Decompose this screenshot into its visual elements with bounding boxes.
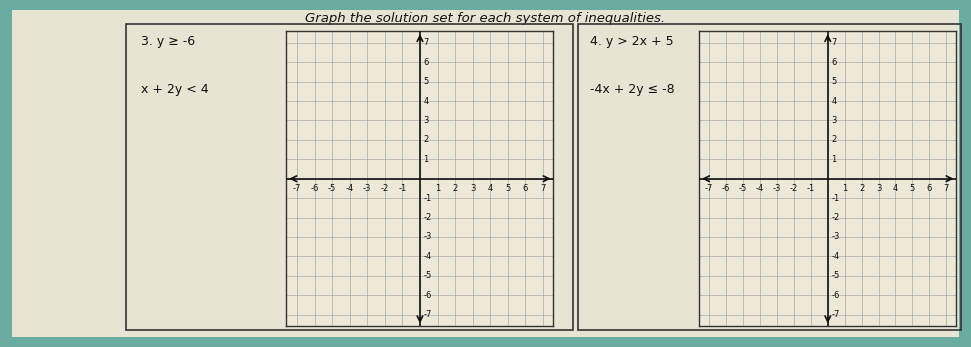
Text: 2: 2 <box>859 184 864 193</box>
Text: 1: 1 <box>423 155 429 164</box>
Text: -1: -1 <box>423 194 432 203</box>
Text: Graph the solution set for each system of inequalities.: Graph the solution set for each system o… <box>306 12 665 25</box>
Text: -2: -2 <box>831 213 839 222</box>
Text: 1: 1 <box>435 184 440 193</box>
Text: -7: -7 <box>293 184 301 193</box>
Text: x + 2y < 4: x + 2y < 4 <box>141 83 209 96</box>
Text: -4: -4 <box>756 184 764 193</box>
Text: 2: 2 <box>423 135 429 144</box>
Text: -5: -5 <box>328 184 336 193</box>
Text: -5: -5 <box>739 184 748 193</box>
Text: 3: 3 <box>423 116 429 125</box>
Text: 2: 2 <box>452 184 457 193</box>
Text: 4: 4 <box>423 96 429 105</box>
Text: 7: 7 <box>831 39 837 48</box>
Text: 1: 1 <box>831 155 836 164</box>
Text: -1: -1 <box>831 194 839 203</box>
Text: -7: -7 <box>423 310 432 319</box>
Text: -6: -6 <box>423 291 432 299</box>
Text: -2: -2 <box>381 184 389 193</box>
Text: -5: -5 <box>831 271 839 280</box>
Text: -7: -7 <box>705 184 714 193</box>
Text: -1: -1 <box>398 184 407 193</box>
Text: 7: 7 <box>944 184 949 193</box>
Text: 5: 5 <box>831 77 836 86</box>
Text: 3: 3 <box>831 116 837 125</box>
Text: 3. y ≥ -6: 3. y ≥ -6 <box>141 35 195 48</box>
Text: 3: 3 <box>470 184 476 193</box>
Text: -3: -3 <box>423 232 432 242</box>
Text: -3: -3 <box>773 184 782 193</box>
Text: -2: -2 <box>423 213 432 222</box>
Text: -4: -4 <box>831 252 839 261</box>
Text: 6: 6 <box>423 58 429 67</box>
Text: -3: -3 <box>363 184 372 193</box>
Text: 6: 6 <box>926 184 932 193</box>
Text: 4. y > 2x + 5: 4. y > 2x + 5 <box>590 35 674 48</box>
Text: 7: 7 <box>423 39 429 48</box>
Text: 6: 6 <box>522 184 528 193</box>
Text: 4: 4 <box>487 184 493 193</box>
Text: -2: -2 <box>789 184 798 193</box>
Text: -6: -6 <box>311 184 318 193</box>
Text: 7: 7 <box>540 184 546 193</box>
Text: -4: -4 <box>346 184 353 193</box>
Text: -7: -7 <box>831 310 840 319</box>
Text: 6: 6 <box>831 58 837 67</box>
Text: -6: -6 <box>831 291 840 299</box>
Text: -5: -5 <box>423 271 432 280</box>
Text: -1: -1 <box>807 184 815 193</box>
Text: -3: -3 <box>831 232 840 242</box>
Text: -6: -6 <box>722 184 730 193</box>
Text: -4: -4 <box>423 252 432 261</box>
Text: 4: 4 <box>893 184 898 193</box>
Text: 5: 5 <box>505 184 511 193</box>
Text: 5: 5 <box>910 184 915 193</box>
Text: 3: 3 <box>876 184 882 193</box>
Text: 5: 5 <box>423 77 429 86</box>
Text: -4x + 2y ≤ -8: -4x + 2y ≤ -8 <box>590 83 675 96</box>
Text: 2: 2 <box>831 135 836 144</box>
Text: 4: 4 <box>831 96 836 105</box>
Text: 1: 1 <box>842 184 848 193</box>
